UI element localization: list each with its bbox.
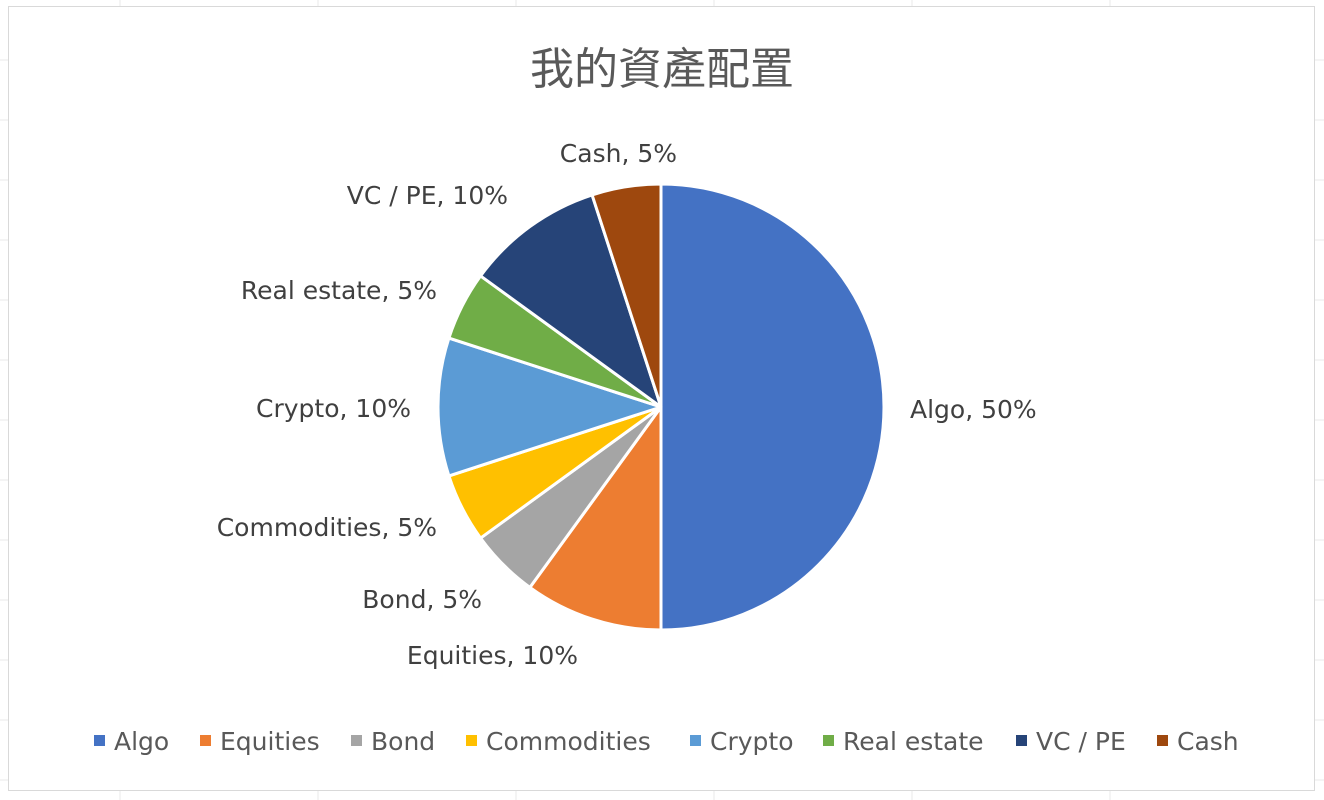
data-label[interactable]: Algo, 50%: [910, 395, 1037, 424]
legend-swatch: [466, 735, 477, 746]
data-label[interactable]: Bond, 5%: [362, 585, 482, 614]
legend-item[interactable]: Equities: [200, 727, 320, 756]
pie-slice-equities[interactable]: [528, 405, 663, 632]
legend[interactable]: Algo Equities Bond Commodities Crypto Real es…: [94, 727, 1239, 756]
chart-title[interactable]: 我的資產配置: [530, 44, 794, 95]
legend-swatch: [823, 735, 834, 746]
legend-swatch: [200, 735, 211, 746]
legend-item[interactable]: Crypto: [690, 727, 794, 756]
legend-label: Commodities: [486, 727, 651, 756]
legend-label: Bond: [371, 727, 435, 756]
legend-swatch: [1157, 735, 1168, 746]
legend-label: Crypto: [710, 727, 794, 756]
data-label[interactable]: Real estate, 5%: [241, 276, 437, 305]
legend-label: Equities: [220, 727, 320, 756]
legend-swatch: [1016, 735, 1027, 746]
legend-item[interactable]: Real estate: [823, 727, 984, 756]
legend-item[interactable]: Algo: [94, 727, 169, 756]
data-label[interactable]: Cash, 5%: [560, 139, 677, 168]
legend-item[interactable]: Cash: [1157, 727, 1239, 756]
legend-swatch: [351, 735, 362, 746]
legend-item[interactable]: Commodities: [466, 727, 651, 756]
legend-label: Cash: [1177, 727, 1239, 756]
pie-slice-crypto[interactable]: [436, 336, 663, 478]
data-label[interactable]: VC / PE, 10%: [347, 181, 508, 210]
legend-item[interactable]: VC / PE: [1016, 727, 1126, 756]
data-labels: Algo, 50% Equities, 10% Bond, 5% Commoditie…: [217, 139, 1037, 670]
legend-swatch: [690, 735, 701, 746]
data-label[interactable]: Equities, 10%: [407, 641, 578, 670]
pie-slice-algo[interactable]: [659, 182, 886, 632]
legend-swatch: [94, 735, 105, 746]
data-label[interactable]: Commodities, 5%: [217, 513, 437, 542]
legend-item[interactable]: Bond: [351, 727, 435, 756]
pie-slice-vc-pe[interactable]: [479, 193, 663, 409]
pie-slice-cash[interactable]: [590, 182, 663, 409]
legend-label: Algo: [114, 727, 169, 756]
pie-slices: [436, 182, 886, 632]
data-label[interactable]: Crypto, 10%: [256, 394, 411, 423]
legend-label: Real estate: [843, 727, 984, 756]
legend-label: VC / PE: [1036, 727, 1126, 756]
